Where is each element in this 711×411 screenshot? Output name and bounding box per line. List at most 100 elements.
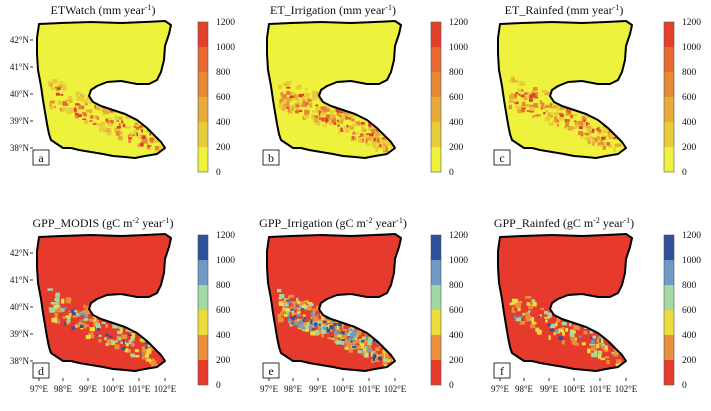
colorbar-tick-label: 1000 xyxy=(449,43,468,53)
colorbar-segment xyxy=(431,285,441,310)
lon-tick-label: 102°E xyxy=(384,384,407,394)
colorbar-tick-label: 200 xyxy=(682,143,697,153)
panel-label-box xyxy=(493,149,511,166)
colorbar-segment xyxy=(664,72,674,97)
panel-title: GPP_MODIS (gC m-2 year-1) xyxy=(32,216,173,231)
colorbar: 0 200 400 600 800 1000 1200 xyxy=(430,231,468,391)
panel-label-box xyxy=(32,149,50,166)
colorbar-segment xyxy=(198,22,208,47)
colorbar-segment xyxy=(198,97,208,122)
colorbar: 0 200 400 600 800 1000 1200 xyxy=(197,231,235,391)
lat-tick-label: 40°N xyxy=(10,89,30,99)
colorbar-segment xyxy=(431,260,441,285)
colorbar-tick-label: 0 xyxy=(216,381,221,391)
lat-tick-label: 41°N xyxy=(10,62,30,72)
colorbar-tick-label: 200 xyxy=(216,356,231,366)
colorbar-segment xyxy=(431,72,441,97)
lat-tick-label: 38°N xyxy=(10,143,30,153)
colorbar-tick-label: 600 xyxy=(682,306,697,316)
map-field xyxy=(37,21,171,158)
lon-tick-label: 99°E xyxy=(540,384,559,394)
basin-outline xyxy=(36,20,172,159)
panel-label: f xyxy=(500,364,504,378)
colorbar: 0 200 400 600 800 1000 1200 xyxy=(430,18,468,178)
colorbar-segment xyxy=(198,122,208,147)
colorbar-tick-label: 800 xyxy=(216,68,231,78)
panel-title: GPP_Rainfed (gC m-2 year-1) xyxy=(494,216,634,231)
lon-tick-label: 101°E xyxy=(358,384,381,394)
colorbar-segment xyxy=(198,235,208,260)
lon-tick-label: 98°E xyxy=(284,384,303,394)
colorbar-segment xyxy=(664,235,674,260)
panel-title: ETWatch (mm year-1) xyxy=(51,3,156,18)
colorbar-tick-label: 1200 xyxy=(449,18,468,28)
map-field xyxy=(498,21,632,158)
colorbar-tick-label: 0 xyxy=(449,381,454,391)
colorbar-tick-label: 600 xyxy=(449,93,464,103)
colorbar: 0 200 400 600 800 1000 1200 xyxy=(663,18,701,178)
colorbar-segment xyxy=(431,310,441,335)
colorbar-tick-label: 200 xyxy=(449,356,464,366)
colorbar-segment xyxy=(431,360,441,385)
lat-tick-label: 41°N xyxy=(10,275,30,285)
colorbar-tick-label: 400 xyxy=(449,331,464,341)
panel-label: d xyxy=(38,364,44,378)
colorbar-tick-label: 1000 xyxy=(682,43,701,53)
lon-tick-label: 101°E xyxy=(128,384,151,394)
panel-title: ET_Rainfed (mm year-1) xyxy=(505,3,624,18)
map-field xyxy=(267,21,401,158)
colorbar-tick-label: 0 xyxy=(449,168,454,178)
colorbar-tick-label: 1000 xyxy=(216,43,235,53)
lat-tick-label: 40°N xyxy=(10,302,30,312)
colorbar-segment xyxy=(198,147,208,172)
panel-a: ETWatch (mm year-1) a 38°N 39°N 40°N 41°N 42°N… xyxy=(10,3,235,179)
panel-label-box xyxy=(493,362,511,379)
lon-tick-label: 102°E xyxy=(615,384,638,394)
colorbar-segment xyxy=(431,97,441,122)
colorbar-tick-label: 200 xyxy=(682,356,697,366)
colorbar-segment xyxy=(664,360,674,385)
panel-label-box xyxy=(32,362,50,379)
colorbar-segment xyxy=(431,335,441,360)
colorbar-tick-label: 1200 xyxy=(682,231,701,241)
colorbar-tick-label: 800 xyxy=(682,68,697,78)
panel-title: ET_Irrigation (mm year-1) xyxy=(270,3,396,18)
colorbar-tick-label: 600 xyxy=(682,93,697,103)
colorbar-segment xyxy=(198,310,208,335)
colorbar-tick-label: 800 xyxy=(449,68,464,78)
colorbar-tick-label: 1000 xyxy=(682,256,701,266)
colorbar-tick-label: 1000 xyxy=(216,256,235,266)
colorbar-segment xyxy=(198,47,208,72)
colorbar-tick-label: 200 xyxy=(449,143,464,153)
panel-f: GPP_Rainfed (gC m-2 year-1) f 97°E 98°E 99°E… xyxy=(491,216,701,395)
lon-tick-label: 100°E xyxy=(102,384,125,394)
colorbar-tick-label: 800 xyxy=(449,281,464,291)
colorbar-segment xyxy=(431,147,441,172)
colorbar-tick-label: 0 xyxy=(216,168,221,178)
panel-e: GPP_Irrigation (gC m-2 year-1) e 97°E 98°E 9… xyxy=(259,216,468,395)
basin-outline xyxy=(266,20,402,159)
colorbar-tick-label: 1200 xyxy=(216,231,235,241)
colorbar-tick-label: 1200 xyxy=(682,18,701,28)
map-field xyxy=(37,234,171,371)
lon-tick-label: 99°E xyxy=(79,384,98,394)
lon-tick-label: 97°E xyxy=(30,384,49,394)
colorbar-segment xyxy=(664,147,674,172)
colorbar: 0 200 400 600 800 1000 1200 xyxy=(197,18,235,178)
lat-tick-label: 42°N xyxy=(10,35,30,45)
colorbar-segment xyxy=(431,235,441,260)
panel-title: GPP_Irrigation (gC m-2 year-1) xyxy=(259,216,407,231)
lon-tick-label: 97°E xyxy=(260,384,279,394)
lon-tick-label: 97°E xyxy=(491,384,510,394)
colorbar-segment xyxy=(664,335,674,360)
colorbar-segment xyxy=(198,360,208,385)
basin-outline xyxy=(266,233,402,372)
lat-tick-label: 39°N xyxy=(10,116,30,126)
lon-tick-label: 98°E xyxy=(54,384,73,394)
basin-outline xyxy=(497,233,633,372)
lat-tick-label: 42°N xyxy=(10,248,30,258)
lon-tick-label: 100°E xyxy=(563,384,586,394)
panel-label: a xyxy=(38,151,44,165)
